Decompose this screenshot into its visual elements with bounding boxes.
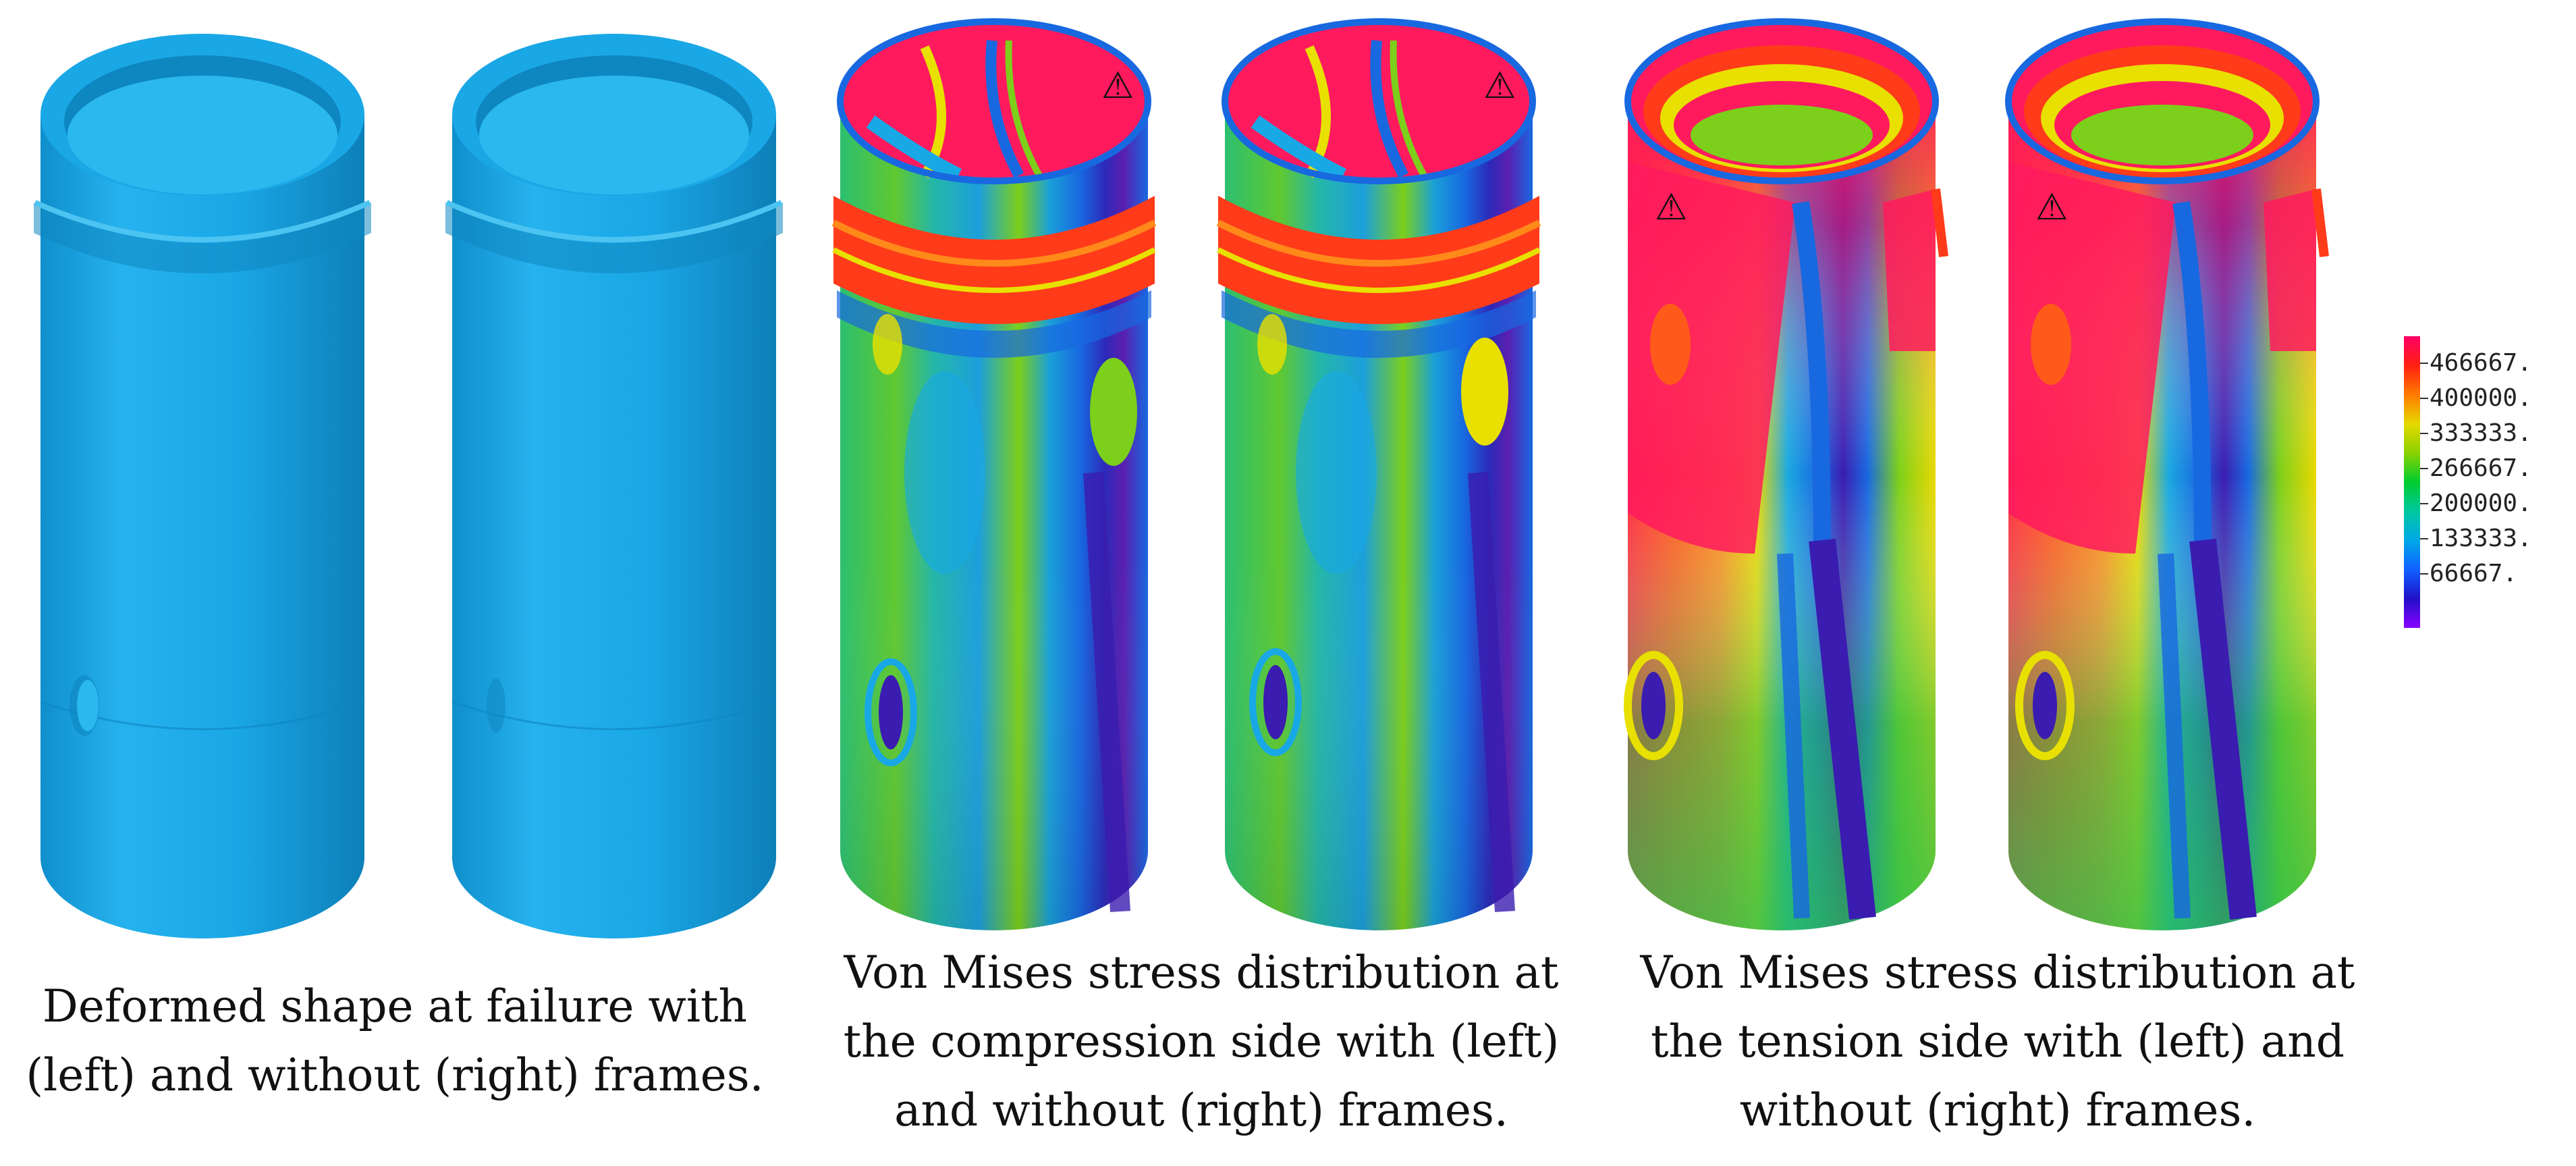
warning-icon: ⚠ xyxy=(1655,186,1687,228)
deformed-cylinder-with-frames xyxy=(34,34,371,938)
legend-label: 333333. xyxy=(2430,419,2532,447)
warning-icon: ⚠ xyxy=(2035,186,2068,228)
warning-icon: ⚠ xyxy=(1101,64,1134,107)
legend-color-bar xyxy=(2404,336,2420,628)
tension-cylinder-with-frames xyxy=(1624,18,1948,930)
legend-label: 400000. xyxy=(2430,384,2532,412)
caption-line: without (right) frames. xyxy=(1739,1084,2256,1136)
warning-icon: ⚠ xyxy=(1483,64,1516,107)
caption-line: the tension side with (left) and xyxy=(1651,1015,2345,1067)
caption-line: (left) and without (right) frames. xyxy=(26,1049,764,1101)
caption-deformed-shape: Deformed shape at failure with (left) an… xyxy=(0,972,790,1110)
caption-tension-side: Von Mises stress distribution at the ten… xyxy=(1593,938,2403,1145)
caption-line: Deformed shape at failure with xyxy=(42,980,748,1032)
caption-line: Von Mises stress distribution at xyxy=(844,947,1559,999)
tension-cylinder-without-frames xyxy=(2005,18,2329,930)
legend-label: 266667. xyxy=(2430,454,2532,482)
stress-legend xyxy=(2404,336,2428,628)
caption-line: and without (right) frames. xyxy=(894,1084,1508,1136)
legend-ticks xyxy=(2420,363,2428,575)
legend-label: 200000. xyxy=(2430,489,2532,517)
legend-label: 466667. xyxy=(2430,349,2532,377)
caption-line: the compression side with (left) xyxy=(843,1015,1560,1067)
caption-compression-side: Von Mises stress distribution at the com… xyxy=(803,938,1599,1145)
compression-cylinder-without-frames xyxy=(1216,18,1541,930)
deformed-cylinder-without-frames xyxy=(445,34,783,938)
legend-label: 66667. xyxy=(2430,560,2518,587)
compression-cylinder-with-frames xyxy=(831,18,1157,930)
legend-label: 133333. xyxy=(2430,525,2532,552)
caption-line: Von Mises stress distribution at xyxy=(1640,947,2355,999)
